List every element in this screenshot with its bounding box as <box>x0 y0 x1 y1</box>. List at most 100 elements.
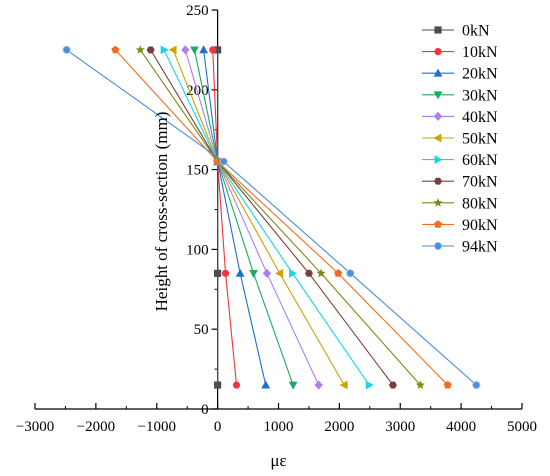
series-line <box>163 49 370 386</box>
legend-marker <box>433 111 443 121</box>
legend-item: 30kN <box>422 87 498 104</box>
legend-label: 10kN <box>462 44 498 61</box>
legend-label: 70kN <box>462 174 498 191</box>
legend-label: 0kN <box>462 23 490 40</box>
data-point <box>111 45 120 54</box>
plot-series <box>62 45 481 390</box>
series-1 <box>209 46 241 389</box>
x-tick-label: −1000 <box>138 419 176 435</box>
y-tick-label: 0 <box>201 402 209 418</box>
data-point <box>388 381 397 389</box>
series-line <box>66 49 477 386</box>
data-point <box>249 269 258 278</box>
data-point <box>199 45 209 54</box>
legend-item: 94kN <box>422 239 498 256</box>
data-point <box>232 381 241 389</box>
data-point <box>219 157 228 166</box>
data-point <box>304 269 313 277</box>
x-tick-label: −3000 <box>16 419 54 435</box>
y-tick-label: 250 <box>186 3 209 19</box>
legend-label: 50kN <box>462 131 498 148</box>
legend-item: 10kN <box>422 44 498 61</box>
legend-label: 90kN <box>462 217 498 234</box>
legend-marker <box>433 91 443 100</box>
series-line <box>172 49 345 386</box>
data-point <box>235 268 245 277</box>
series-7 <box>146 46 397 389</box>
legend-marker <box>433 133 442 143</box>
series-9 <box>111 45 452 389</box>
data-point <box>168 45 177 55</box>
legend-marker <box>434 155 443 164</box>
legend-item: 20kN <box>422 66 498 83</box>
legend-item: 70kN <box>422 174 498 191</box>
series-10 <box>62 45 481 390</box>
y-tick-label: 100 <box>186 242 209 258</box>
legend-item: 40kN <box>422 109 498 126</box>
x-tick-label: −2000 <box>77 419 115 435</box>
x-tick-label: 5000 <box>507 419 537 435</box>
data-point <box>262 268 272 278</box>
legend-item: 90kN <box>422 217 498 234</box>
data-point <box>62 45 71 55</box>
y-tick-label: 50 <box>194 322 209 338</box>
legend-marker <box>434 220 442 228</box>
x-tick-label: 3000 <box>385 419 415 435</box>
data-point <box>146 46 155 54</box>
x-tick-label: 1000 <box>264 419 294 435</box>
legend-marker <box>434 177 442 185</box>
legend-label: 60kN <box>462 152 498 169</box>
x-tick-label: 4000 <box>446 419 476 435</box>
y-axis-title: Height of cross-section (mm) <box>152 112 171 312</box>
data-point <box>415 380 425 389</box>
legend-marker <box>434 26 442 34</box>
legend-item: 80kN <box>422 195 498 212</box>
legend-item: 0kN <box>422 23 490 40</box>
legend-marker <box>433 241 443 251</box>
x-tick-label: 2000 <box>324 419 354 435</box>
series-line <box>203 49 267 386</box>
data-point <box>288 381 298 390</box>
legend-label: 40kN <box>462 109 498 126</box>
data-point <box>314 380 323 390</box>
series-line <box>139 49 421 386</box>
data-point <box>346 269 355 278</box>
data-point <box>472 380 481 390</box>
series-line <box>114 49 449 386</box>
legend-item: 60kN <box>422 152 498 169</box>
data-point <box>160 45 169 55</box>
axes: −3000 −2000 −1000 0 1000 2000 3000 4000 5000 0 50 1… <box>16 3 537 435</box>
data-point <box>214 46 222 54</box>
data-point <box>261 380 271 389</box>
legend-marker <box>433 198 443 207</box>
x-tick-label: 0 <box>214 419 222 435</box>
series-line <box>184 49 320 386</box>
data-point <box>334 269 343 277</box>
data-point <box>214 381 222 389</box>
legend-label: 30kN <box>462 87 498 104</box>
legend-marker <box>434 48 442 56</box>
data-point <box>443 380 452 389</box>
data-point <box>209 46 217 54</box>
legend-label: 20kN <box>462 66 498 83</box>
legend: 0kN 10kN 20kN 30kN 40kN 50kN 60kN 70kN 80kN 90kN 9… <box>422 23 498 256</box>
series-line <box>212 49 238 386</box>
data-point <box>214 269 222 277</box>
data-point <box>275 268 284 278</box>
data-point <box>221 269 230 277</box>
data-point <box>365 380 374 390</box>
legend-marker <box>433 68 443 77</box>
series-line <box>150 49 394 386</box>
legend-label: 94kN <box>462 239 498 256</box>
series-2 <box>199 45 271 389</box>
data-point <box>181 45 190 55</box>
series-line <box>193 49 294 386</box>
data-point <box>135 45 145 54</box>
x-axis-title: με <box>270 451 286 470</box>
data-point <box>289 268 298 278</box>
legend-item: 50kN <box>422 131 498 148</box>
data-point <box>190 46 199 55</box>
y-tick-label: 150 <box>186 163 209 179</box>
data-point <box>316 268 326 278</box>
